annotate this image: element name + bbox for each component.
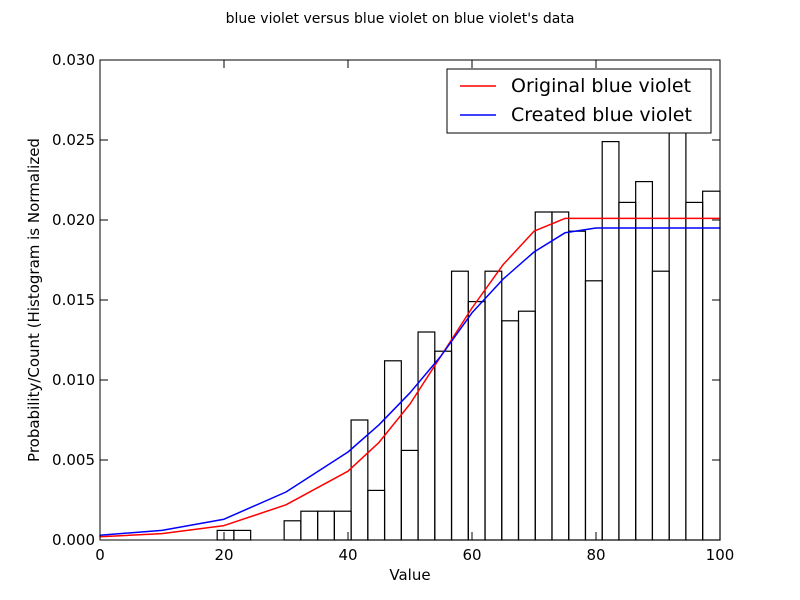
- series-line-created: [99, 227, 721, 536]
- legend-box: [446, 68, 712, 134]
- y-tick-label: 0.025: [52, 131, 95, 149]
- y-tick-label: 0.015: [52, 291, 95, 309]
- y-tick-label: 0.020: [52, 211, 95, 229]
- legend-label-original: Original blue violet: [511, 75, 691, 97]
- y-tick-label: 0.005: [52, 451, 95, 469]
- x-tick-label: 60: [462, 546, 481, 564]
- lines-layer: [99, 217, 721, 538]
- axes-layer: 0 20 40 60 80 100 0.000 0.005 0.010 0.015 0.020 0.0…: [52, 51, 734, 564]
- plot-area: 0 20 40 60 80 100 0.000 0.005 0.010 0.015 0.020 0.0…: [52, 51, 734, 564]
- y-tick-label: 0.030: [52, 51, 95, 69]
- series-line-original: [99, 217, 721, 538]
- plot-frame: [99, 59, 721, 541]
- x-tick-label: 20: [214, 546, 233, 564]
- x-tick-label: 80: [586, 546, 605, 564]
- y-tick-label: 0.000: [52, 531, 95, 549]
- y-axis-label: Probability/Count (Histogram is Normaliz…: [25, 138, 43, 462]
- y-tick-label: 0.010: [52, 371, 95, 389]
- x-tick-label: 40: [338, 546, 357, 564]
- legend-label-created: Created blue violet: [511, 104, 692, 126]
- x-tick-label: 0: [95, 546, 105, 564]
- x-axis-label: Value: [389, 566, 430, 584]
- chart-title: blue violet versus blue violet on blue v…: [226, 11, 575, 27]
- legend: Original blue violet Created blue violet: [446, 68, 712, 134]
- x-tick-label: 100: [706, 546, 735, 564]
